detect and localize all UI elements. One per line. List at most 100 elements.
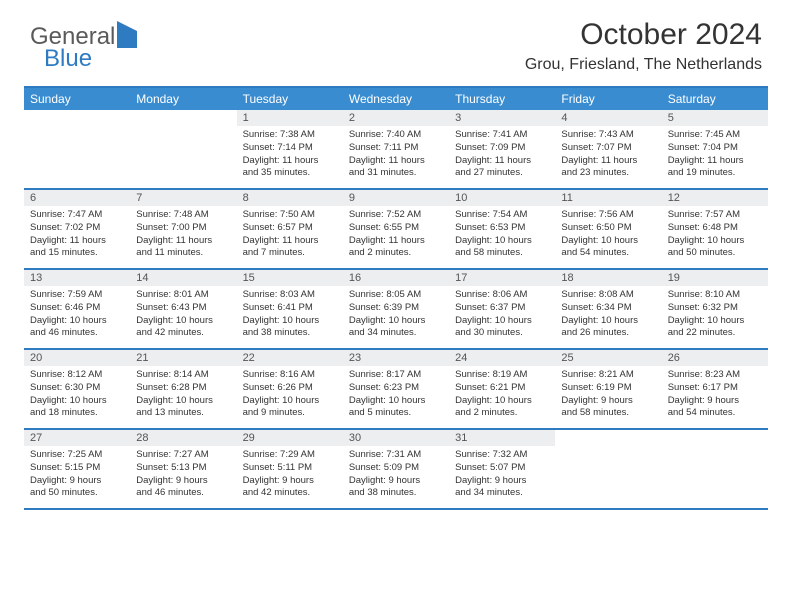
day-line: Sunrise: 7:57 AM — [668, 209, 762, 222]
day-of-week-header: Sunday Monday Tuesday Wednesday Thursday… — [24, 88, 768, 110]
day-line: and 2 minutes. — [455, 407, 549, 420]
day-number: 22 — [237, 350, 343, 366]
day-cell: 11Sunrise: 7:56 AMSunset: 6:50 PMDayligh… — [555, 190, 661, 268]
day-line: Sunset: 6:28 PM — [136, 382, 230, 395]
day-number: 8 — [237, 190, 343, 206]
day-number: 3 — [449, 110, 555, 126]
day-details: Sunrise: 7:47 AMSunset: 7:02 PMDaylight:… — [24, 206, 130, 265]
day-line: Sunrise: 8:01 AM — [136, 289, 230, 302]
day-cell: 13Sunrise: 7:59 AMSunset: 6:46 PMDayligh… — [24, 270, 130, 348]
day-cell: 31Sunrise: 7:32 AMSunset: 5:07 PMDayligh… — [449, 430, 555, 508]
day-cell: 28Sunrise: 7:27 AMSunset: 5:13 PMDayligh… — [130, 430, 236, 508]
day-line: Sunrise: 8:06 AM — [455, 289, 549, 302]
day-cell — [130, 110, 236, 188]
day-details: Sunrise: 8:16 AMSunset: 6:26 PMDaylight:… — [237, 366, 343, 425]
day-line: and 13 minutes. — [136, 407, 230, 420]
day-line: Sunset: 5:09 PM — [349, 462, 443, 475]
day-line: Daylight: 9 hours — [668, 395, 762, 408]
day-line: Sunset: 7:11 PM — [349, 142, 443, 155]
day-line: and 30 minutes. — [455, 327, 549, 340]
day-line: Sunrise: 8:19 AM — [455, 369, 549, 382]
day-line: Sunset: 5:11 PM — [243, 462, 337, 475]
day-cell — [662, 430, 768, 508]
day-cell: 1Sunrise: 7:38 AMSunset: 7:14 PMDaylight… — [237, 110, 343, 188]
day-line: Daylight: 10 hours — [455, 235, 549, 248]
day-line: Sunrise: 8:17 AM — [349, 369, 443, 382]
day-line: and 42 minutes. — [243, 487, 337, 500]
day-line: Sunset: 7:02 PM — [30, 222, 124, 235]
day-line: Sunrise: 7:54 AM — [455, 209, 549, 222]
day-line: Sunrise: 8:14 AM — [136, 369, 230, 382]
day-line: and 9 minutes. — [243, 407, 337, 420]
day-details: Sunrise: 8:06 AMSunset: 6:37 PMDaylight:… — [449, 286, 555, 345]
day-line: Daylight: 11 hours — [349, 235, 443, 248]
day-cell: 10Sunrise: 7:54 AMSunset: 6:53 PMDayligh… — [449, 190, 555, 268]
day-line: Sunrise: 8:10 AM — [668, 289, 762, 302]
day-line: Sunset: 6:43 PM — [136, 302, 230, 315]
day-details: Sunrise: 7:41 AMSunset: 7:09 PMDaylight:… — [449, 126, 555, 185]
day-line: Daylight: 10 hours — [561, 315, 655, 328]
day-number: 1 — [237, 110, 343, 126]
day-line: Daylight: 10 hours — [30, 395, 124, 408]
day-cell: 2Sunrise: 7:40 AMSunset: 7:11 PMDaylight… — [343, 110, 449, 188]
day-line: Daylight: 9 hours — [136, 475, 230, 488]
day-cell: 25Sunrise: 8:21 AMSunset: 6:19 PMDayligh… — [555, 350, 661, 428]
day-details: Sunrise: 7:45 AMSunset: 7:04 PMDaylight:… — [662, 126, 768, 185]
day-line: Sunrise: 7:29 AM — [243, 449, 337, 462]
day-line: and 58 minutes. — [455, 247, 549, 260]
day-details: Sunrise: 8:03 AMSunset: 6:41 PMDaylight:… — [237, 286, 343, 345]
day-line: and 34 minutes. — [349, 327, 443, 340]
day-number: 10 — [449, 190, 555, 206]
day-line: Daylight: 9 hours — [30, 475, 124, 488]
day-line: Daylight: 10 hours — [136, 315, 230, 328]
day-cell: 15Sunrise: 8:03 AMSunset: 6:41 PMDayligh… — [237, 270, 343, 348]
day-line: Sunrise: 7:25 AM — [30, 449, 124, 462]
day-details: Sunrise: 8:01 AMSunset: 6:43 PMDaylight:… — [130, 286, 236, 345]
day-number: 16 — [343, 270, 449, 286]
day-line: Daylight: 10 hours — [349, 395, 443, 408]
day-line: Sunset: 5:15 PM — [30, 462, 124, 475]
day-details: Sunrise: 8:23 AMSunset: 6:17 PMDaylight:… — [662, 366, 768, 425]
day-line: and 58 minutes. — [561, 407, 655, 420]
day-line: Sunset: 6:50 PM — [561, 222, 655, 235]
day-line: and 46 minutes. — [30, 327, 124, 340]
day-cell: 9Sunrise: 7:52 AMSunset: 6:55 PMDaylight… — [343, 190, 449, 268]
day-number: 12 — [662, 190, 768, 206]
title-block: October 2024 Grou, Friesland, The Nether… — [525, 18, 762, 74]
day-number: 29 — [237, 430, 343, 446]
day-number: 23 — [343, 350, 449, 366]
day-line: Daylight: 11 hours — [243, 235, 337, 248]
day-number: 30 — [343, 430, 449, 446]
day-details: Sunrise: 7:59 AMSunset: 6:46 PMDaylight:… — [24, 286, 130, 345]
day-line: and 38 minutes. — [243, 327, 337, 340]
day-number: 15 — [237, 270, 343, 286]
day-number: 20 — [24, 350, 130, 366]
day-line: Sunrise: 8:05 AM — [349, 289, 443, 302]
day-line: Sunset: 6:48 PM — [668, 222, 762, 235]
day-line: and 2 minutes. — [349, 247, 443, 260]
day-line: Sunrise: 8:12 AM — [30, 369, 124, 382]
dow-mon: Monday — [130, 88, 236, 110]
day-line: Sunrise: 7:43 AM — [561, 129, 655, 142]
day-details: Sunrise: 7:57 AMSunset: 6:48 PMDaylight:… — [662, 206, 768, 265]
day-line: Daylight: 9 hours — [349, 475, 443, 488]
day-line: Daylight: 10 hours — [455, 315, 549, 328]
day-number: 24 — [449, 350, 555, 366]
weeks-container: 1Sunrise: 7:38 AMSunset: 7:14 PMDaylight… — [24, 110, 768, 510]
day-line: Sunrise: 7:27 AM — [136, 449, 230, 462]
day-line: and 23 minutes. — [561, 167, 655, 180]
logo-word-blue: Blue — [44, 45, 137, 73]
day-line: Sunrise: 7:50 AM — [243, 209, 337, 222]
day-line: Daylight: 11 hours — [243, 155, 337, 168]
day-line: Sunrise: 8:03 AM — [243, 289, 337, 302]
day-details: Sunrise: 8:17 AMSunset: 6:23 PMDaylight:… — [343, 366, 449, 425]
day-number: 9 — [343, 190, 449, 206]
day-line: and 15 minutes. — [30, 247, 124, 260]
day-line: Daylight: 10 hours — [349, 315, 443, 328]
day-details: Sunrise: 7:25 AMSunset: 5:15 PMDaylight:… — [24, 446, 130, 505]
day-number: 6 — [24, 190, 130, 206]
day-line: Sunrise: 8:16 AM — [243, 369, 337, 382]
day-line: and 34 minutes. — [455, 487, 549, 500]
month-title: October 2024 — [525, 18, 762, 52]
dow-tue: Tuesday — [237, 88, 343, 110]
